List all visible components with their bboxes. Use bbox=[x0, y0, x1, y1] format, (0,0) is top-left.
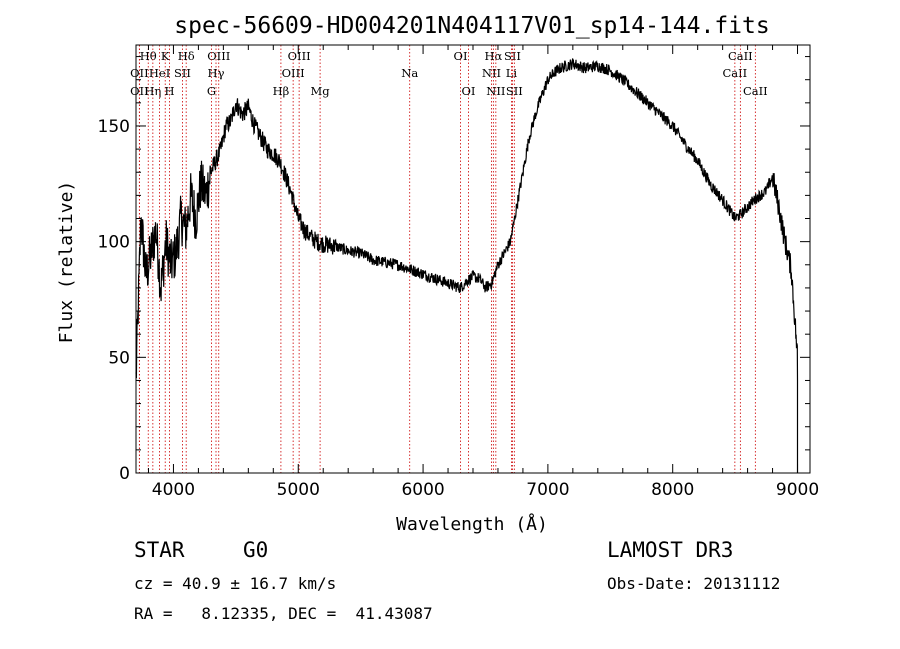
marker-label: OI bbox=[454, 49, 468, 63]
object-class: STAR bbox=[134, 538, 185, 562]
survey-name: LAMOST DR3 bbox=[607, 538, 734, 562]
x-tick-label: 5000 bbox=[277, 480, 320, 500]
marker-label: Hη bbox=[144, 84, 161, 98]
y-tick-label: 0 bbox=[119, 464, 130, 484]
marker-label: Mg bbox=[311, 84, 331, 98]
marker-label: Hδ bbox=[178, 49, 195, 63]
y-tick-label: 100 bbox=[98, 233, 130, 253]
marker-label: OIII bbox=[207, 49, 230, 63]
x-tick-label: 9000 bbox=[776, 480, 819, 500]
chart-title: spec-56609-HD004201N404117V01_sp14-144.f… bbox=[174, 13, 769, 39]
marker-label: H bbox=[165, 84, 175, 98]
marker-label: NII bbox=[482, 66, 501, 80]
marker-label: Hγ bbox=[208, 66, 225, 80]
marker-label: SII bbox=[174, 66, 191, 80]
marker-label: K bbox=[161, 49, 170, 63]
marker-label: CaII bbox=[728, 49, 753, 63]
marker-label: CaII bbox=[743, 84, 768, 98]
marker-label: NII bbox=[486, 84, 505, 98]
y-tick-label: 50 bbox=[108, 348, 130, 368]
marker-label: OIII bbox=[288, 49, 311, 63]
marker-label: OII bbox=[130, 84, 149, 98]
observation-date: Obs-Date: 20131112 bbox=[607, 574, 781, 593]
marker-label: OIII bbox=[282, 66, 305, 80]
marker-label: SII bbox=[504, 49, 521, 63]
marker-label: SII bbox=[506, 84, 523, 98]
y-tick-label: 150 bbox=[98, 117, 130, 137]
x-axis-label: Wavelength (Å) bbox=[396, 513, 548, 535]
marker-label: Li bbox=[506, 66, 518, 80]
x-tick-label: 4000 bbox=[152, 480, 195, 500]
y-axis-label: Flux (relative) bbox=[56, 181, 77, 344]
marker-label: CaII bbox=[722, 66, 747, 80]
coordinates-info: RA = 8.12335, DEC = 41.43087 bbox=[134, 604, 433, 623]
redshift-info: cz = 40.9 ± 16.7 km/s bbox=[134, 574, 337, 593]
marker-label: HeI bbox=[149, 66, 170, 80]
marker-label: OI bbox=[462, 84, 476, 98]
axis-ticks: 4000 5000 6000 7000 8000 9000 0 50 100 150 bbox=[98, 45, 819, 500]
marker-label: Hθ bbox=[140, 49, 157, 63]
marker-label: Na bbox=[401, 66, 418, 80]
marker-label: Hα bbox=[484, 49, 502, 63]
x-tick-label: 6000 bbox=[401, 480, 444, 500]
spectrum-line bbox=[135, 58, 799, 473]
x-tick-label: 8000 bbox=[651, 480, 694, 500]
marker-label: Hβ bbox=[273, 84, 290, 98]
marker-label: G bbox=[207, 84, 216, 98]
x-tick-label: 7000 bbox=[526, 480, 569, 500]
object-subclass: G0 bbox=[243, 538, 269, 562]
